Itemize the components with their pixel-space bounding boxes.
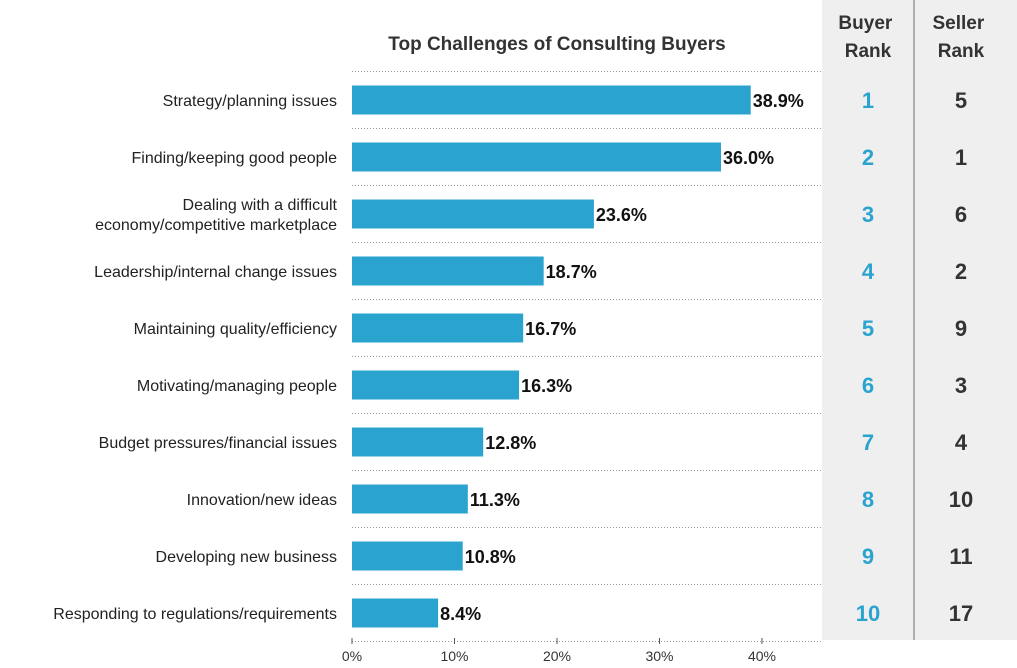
bar: [352, 256, 544, 286]
buyer-rank-value: 1: [862, 88, 874, 113]
bar: [352, 427, 484, 457]
value-label: 10.8%: [465, 547, 516, 567]
seller-rank-value: 17: [949, 601, 973, 626]
value-label: 18.7%: [546, 262, 597, 282]
x-axis: 0% 10% 20% 30% 40%: [342, 638, 776, 664]
x-tick-label: 40%: [748, 648, 776, 664]
seller-rank-header-line1: Seller: [932, 13, 984, 34]
value-label: 23.6%: [596, 205, 647, 225]
seller-rank-value: 2: [955, 259, 967, 284]
value-label: 36.0%: [723, 148, 774, 168]
buyer-rank-header: Buyer Rank: [838, 13, 897, 62]
bar: [352, 484, 468, 514]
seller-rank-value: 1: [955, 145, 967, 170]
x-tick-label: 20%: [543, 648, 571, 664]
bar: [352, 313, 524, 343]
buyer-rank-value: 2: [862, 145, 874, 170]
seller-rank-value: 4: [955, 430, 968, 455]
buyer-rank-value: 7: [862, 430, 874, 455]
seller-rank-value: 11: [949, 544, 972, 569]
category-label: Maintaining quality/efficiency: [134, 321, 337, 338]
x-tick-label: 0%: [342, 648, 362, 664]
bar: [352, 85, 751, 115]
category-label: Finding/keeping good people: [132, 150, 338, 167]
category-label: Responding to regulations/requirements: [53, 606, 337, 623]
rank-panel-background: [822, 0, 1017, 640]
seller-rank-value: 6: [955, 202, 967, 227]
value-label: 38.9%: [753, 91, 804, 111]
buyer-rank-header-line1: Buyer: [838, 13, 892, 34]
x-tick-label: 10%: [440, 648, 468, 664]
grid-lines: [352, 71, 822, 642]
rank-values: 1 5 2 1 3 6 4 2 5 9 6 3 7 4 8 10 9 11 10 17: [856, 88, 973, 626]
value-label: 16.3%: [521, 376, 572, 396]
seller-rank-header: Seller Rank: [932, 13, 989, 62]
buyer-rank-value: 3: [862, 202, 874, 227]
seller-rank-value: 9: [955, 316, 967, 341]
category-label: Dealing with a difficult economy/competit…: [95, 197, 337, 234]
seller-rank-value: 10: [949, 487, 973, 512]
bar: [352, 541, 463, 571]
x-tick-label: 30%: [645, 648, 673, 664]
category-label: Innovation/new ideas: [187, 492, 337, 509]
bar: [352, 142, 721, 172]
buyer-rank-value: 8: [862, 487, 874, 512]
bar: [352, 598, 439, 628]
buyer-rank-value: 5: [862, 316, 874, 341]
buyer-rank-value: 10: [856, 601, 880, 626]
value-label: 12.8%: [485, 433, 536, 453]
bar: [352, 370, 520, 400]
bar: [352, 199, 594, 229]
chart-title: Top Challenges of Consulting Buyers: [388, 34, 725, 55]
buyer-rank-value: 4: [862, 259, 875, 284]
value-label: 16.7%: [525, 319, 576, 339]
buyer-rank-value: 6: [862, 373, 874, 398]
value-label: 11.3%: [470, 490, 520, 510]
category-label: Developing new business: [156, 549, 337, 566]
buyer-rank-header-line2: Rank: [845, 41, 892, 62]
seller-rank-value: 3: [955, 373, 967, 398]
category-labels: Strategy/planning issues Finding/keeping …: [53, 93, 337, 623]
category-label: Motivating/managing people: [137, 378, 337, 395]
value-label: 8.4%: [440, 604, 481, 624]
buyer-rank-value: 9: [862, 544, 874, 569]
category-label: Strategy/planning issues: [163, 93, 337, 110]
seller-rank-header-line2: Rank: [938, 41, 985, 62]
category-label: Leadership/internal change issues: [94, 264, 337, 281]
value-labels: 38.9% 36.0% 23.6% 18.7% 16.7% 16.3% 12.8% 11.3%…: [440, 91, 804, 624]
bars: [352, 85, 751, 628]
category-label: Budget pressures/financial issues: [99, 435, 337, 452]
seller-rank-value: 5: [955, 88, 967, 113]
